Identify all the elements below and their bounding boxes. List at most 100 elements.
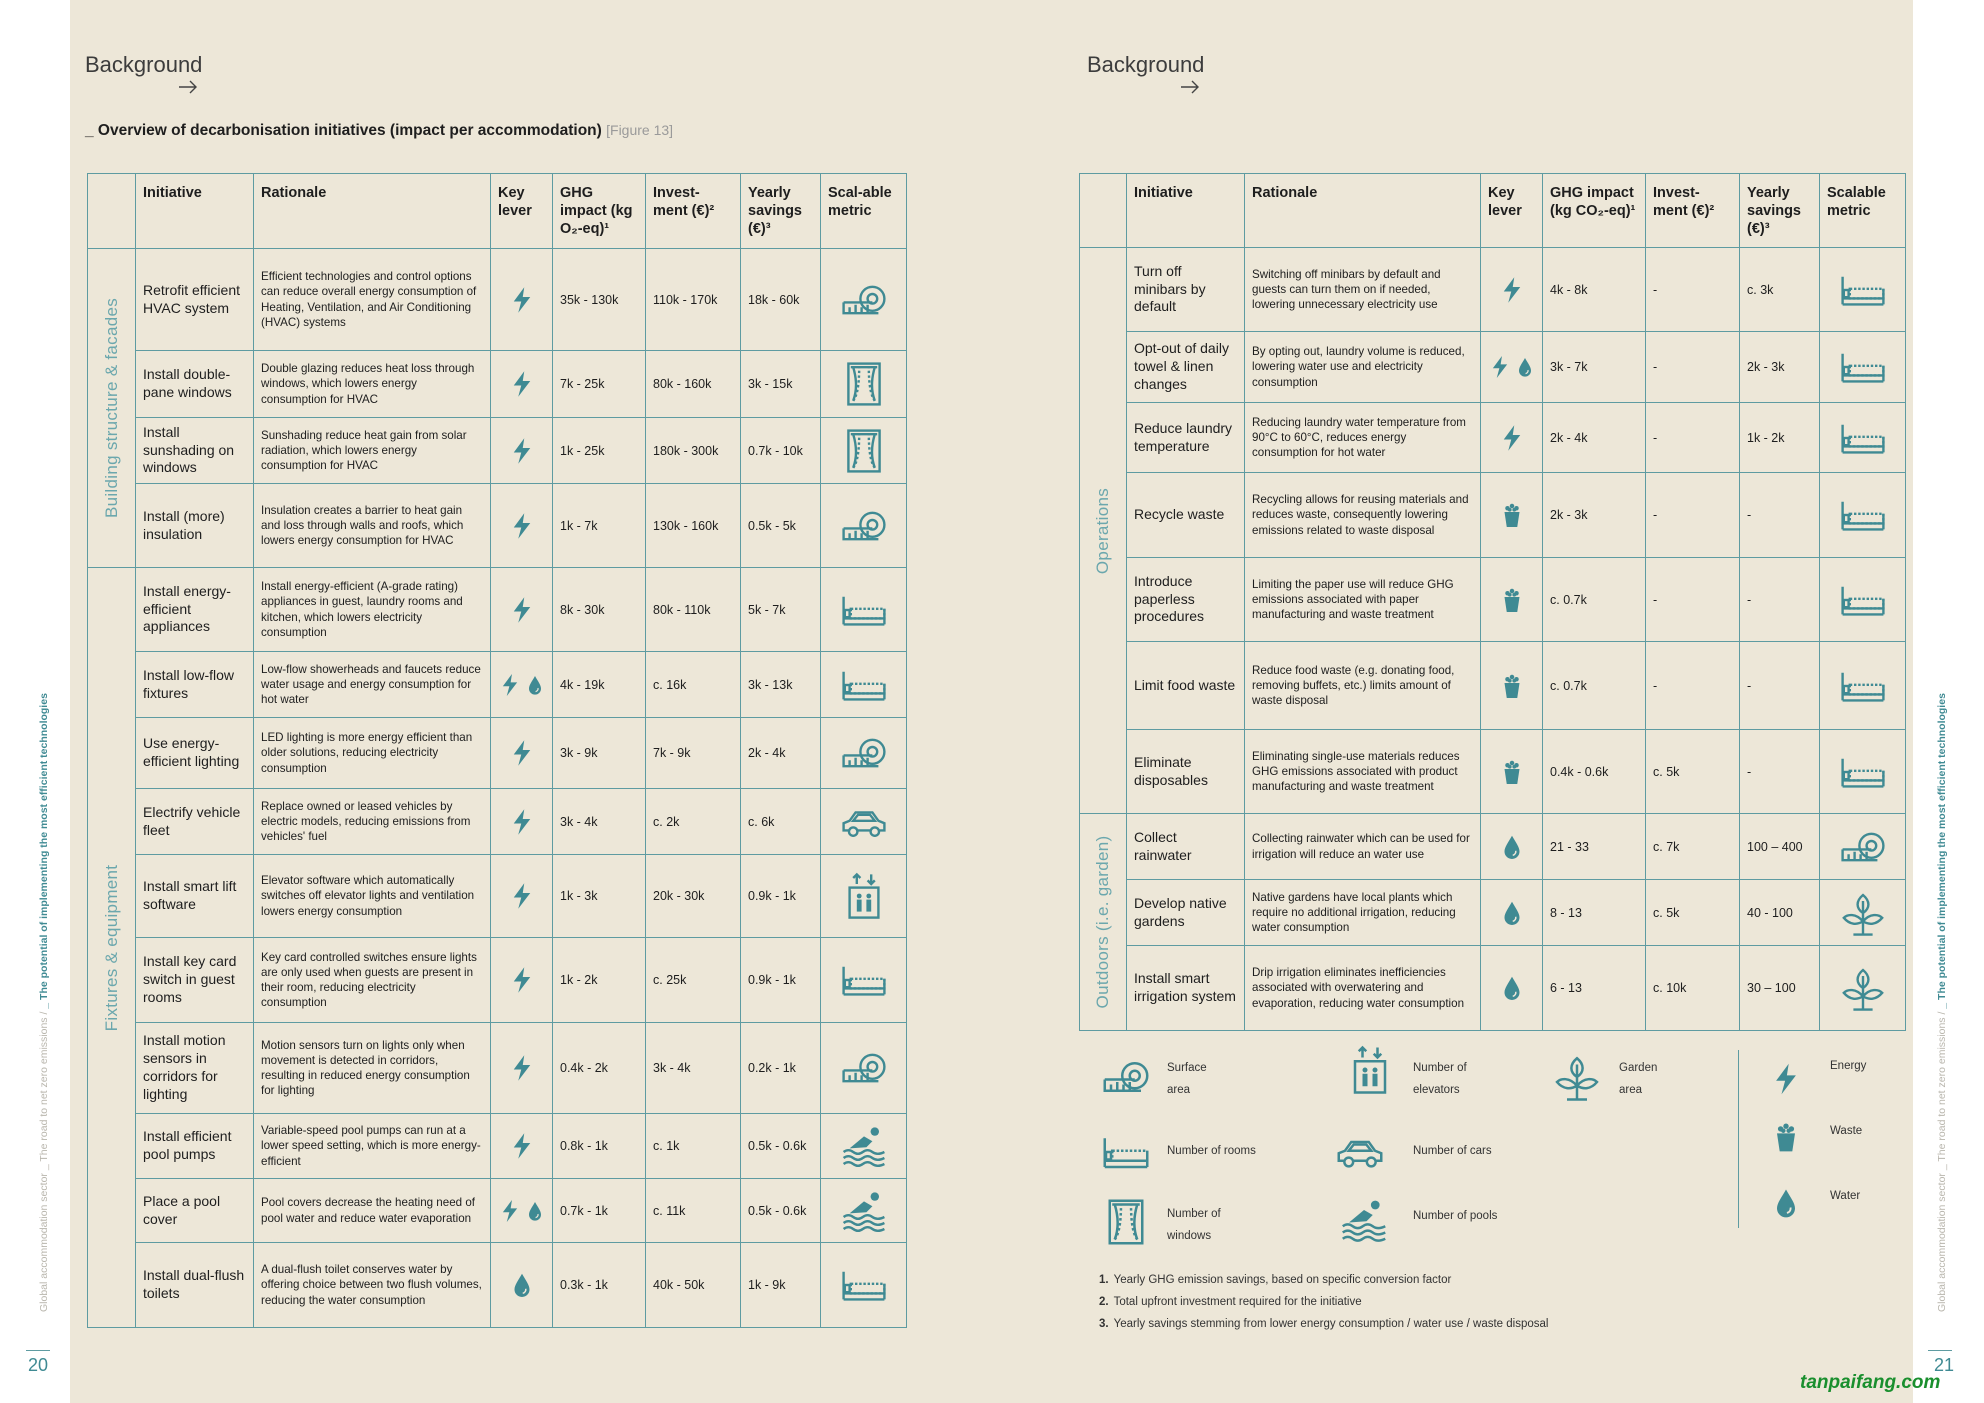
icon-part xyxy=(843,683,851,693)
icon-part xyxy=(858,1053,886,1080)
initiative: Install low-flow fixtures xyxy=(135,651,254,718)
key-lever xyxy=(490,788,553,855)
rationale: Install energy-efficient (A-grade rating… xyxy=(253,567,491,652)
icon-part xyxy=(865,745,878,758)
icon-E xyxy=(513,437,530,464)
value-cell: - xyxy=(1739,557,1820,642)
icon-part xyxy=(847,872,880,919)
icon-E xyxy=(1503,424,1520,451)
key-lever xyxy=(1480,331,1543,403)
scalable-metric xyxy=(1819,331,1906,403)
icon-garden xyxy=(1841,892,1884,936)
legend-icon xyxy=(1338,1195,1390,1245)
icon-part xyxy=(513,286,530,313)
icon-part xyxy=(841,1053,886,1083)
icon-E xyxy=(513,967,530,993)
icon-X xyxy=(1504,674,1519,698)
icon-E xyxy=(513,1133,530,1159)
icon-part xyxy=(1840,276,1885,306)
value-cell: 0.9k - 1k xyxy=(740,854,821,938)
icon-part xyxy=(502,673,517,696)
icon-part xyxy=(513,596,530,623)
value-cell: 21 - 33 xyxy=(1542,813,1646,880)
rule xyxy=(1928,1350,1952,1351)
icon-part xyxy=(1492,355,1507,379)
rationale: Low-flow showerheads and faucets reduce … xyxy=(253,651,491,718)
column-header: GHG impact (kg O₂-eq)¹ xyxy=(552,173,646,249)
icon-part xyxy=(1504,835,1519,859)
rationale: Native gardens have local plants which r… xyxy=(1244,879,1481,946)
icon-part xyxy=(841,596,886,626)
value-cell: 130k - 160k xyxy=(645,483,741,568)
initiative: Reduce laundry temperature xyxy=(1126,402,1245,473)
column-header: GHG impact (kg CO₂-eq)¹ xyxy=(1542,173,1646,248)
scalable-metric xyxy=(820,854,907,938)
initiative: Opt-out of daily towel & linen changes xyxy=(1126,331,1245,403)
icon-part xyxy=(846,428,881,473)
icon-part xyxy=(1504,976,1519,1000)
icon-part xyxy=(1507,764,1512,769)
initiative: Install dual-flush toilets xyxy=(135,1242,254,1328)
icon-part xyxy=(513,808,530,835)
column-header: Yearly savings (€)³ xyxy=(1739,173,1820,248)
key-lever xyxy=(490,1022,553,1114)
icon-part xyxy=(849,1136,872,1149)
icon-part xyxy=(513,512,530,539)
icon-part xyxy=(1108,1199,1144,1245)
icon-part xyxy=(850,432,877,468)
value-cell: 6 - 13 xyxy=(1542,945,1646,1031)
key-lever xyxy=(1480,247,1543,332)
icon-E xyxy=(1776,1063,1796,1095)
icon-part xyxy=(1113,1204,1139,1241)
group-cell: Building structure & facades xyxy=(87,248,136,568)
icon-part xyxy=(1507,678,1512,683)
icon-part xyxy=(1842,288,1850,298)
icon-part xyxy=(1337,1140,1383,1168)
initiative: Electrify vehicle fleet xyxy=(135,788,254,855)
initiative: Place a pool cover xyxy=(135,1178,254,1243)
icon-part xyxy=(846,362,881,406)
rationale: Limiting the paper use will reduce GHG e… xyxy=(1244,557,1481,642)
icon-part xyxy=(1362,1067,1368,1073)
icon-car xyxy=(1337,1140,1383,1168)
icon-part xyxy=(1840,586,1885,616)
legend-icon xyxy=(1344,1045,1396,1095)
icon-part xyxy=(1777,1133,1795,1152)
icon-part xyxy=(1357,1045,1383,1060)
icon-pool xyxy=(1342,1200,1386,1242)
icon-surface xyxy=(841,738,886,768)
icon-part xyxy=(179,80,197,94)
value-cell: c. 10k xyxy=(1645,945,1740,1031)
key-lever xyxy=(490,248,553,351)
footnote-number: 3. xyxy=(1099,1318,1109,1330)
icon-part xyxy=(1776,1063,1796,1095)
initiative: Install key card switch in guest rooms xyxy=(135,937,254,1023)
icon-part xyxy=(846,428,881,473)
icon-bed xyxy=(1840,276,1885,306)
column-header: Invest-ment (€)² xyxy=(1645,173,1740,248)
rationale: By opting out, laundry volume is reduced… xyxy=(1244,331,1481,403)
icon-part xyxy=(849,977,886,990)
value-cell: 3k - 7k xyxy=(1542,331,1646,403)
key-lever xyxy=(490,1178,553,1243)
icon-part xyxy=(865,893,871,899)
icon-part xyxy=(1504,682,1519,698)
icon-part xyxy=(1112,1203,1140,1240)
legend-label: Waste xyxy=(1830,1125,1863,1137)
icon-part xyxy=(513,967,530,993)
icon-part xyxy=(1840,847,1877,861)
icon-part xyxy=(841,526,878,540)
icon-bed xyxy=(1840,424,1885,454)
column-header: Key lever xyxy=(1480,173,1543,248)
column-header: Yearly savings (€)³ xyxy=(740,173,821,249)
icon-part xyxy=(1848,364,1885,377)
key-lever xyxy=(1480,402,1543,473)
icon-part xyxy=(842,1213,885,1232)
icon-part xyxy=(1840,501,1885,531)
icon-car xyxy=(841,810,886,837)
value-cell: 2k - 3k xyxy=(1542,472,1646,558)
icon-part xyxy=(850,813,877,822)
column-header: Rationale xyxy=(1244,173,1481,248)
